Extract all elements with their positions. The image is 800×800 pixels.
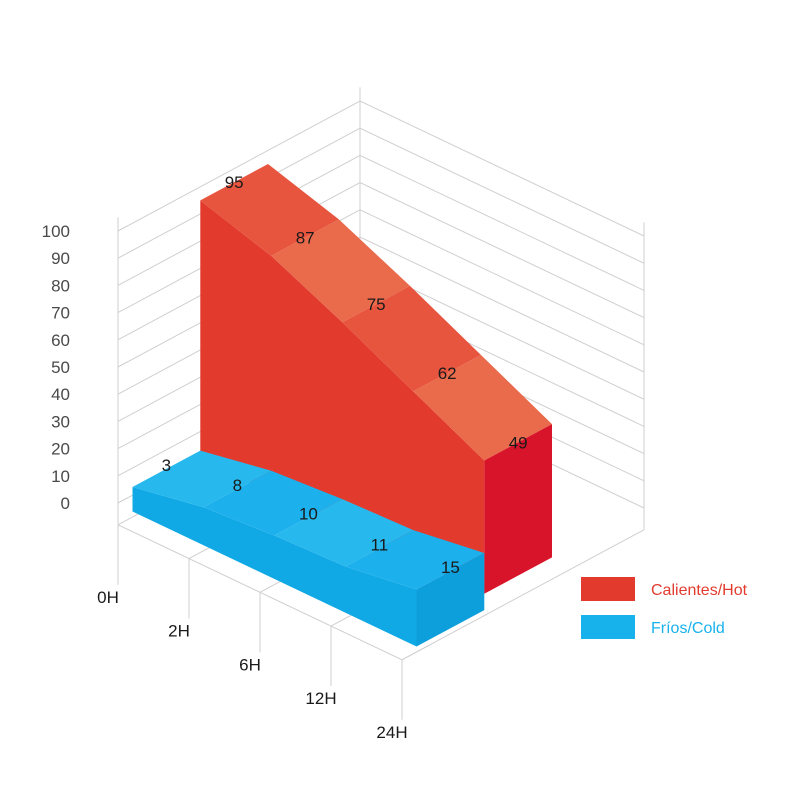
legend-label: Calientes/Hot: [651, 582, 748, 599]
hot-data-label: 62: [438, 364, 457, 383]
y-tick-label: 30: [51, 412, 70, 431]
hot-data-label: 95: [225, 173, 244, 192]
x-tick-label: 12H: [305, 689, 336, 708]
hot-data-label: 75: [367, 295, 386, 314]
hot-end-face: [484, 424, 552, 594]
hot-data-label: 87: [296, 229, 315, 248]
hot-top-face: [342, 285, 481, 392]
cold-top-face: [274, 499, 414, 567]
cold-end-face: [416, 553, 485, 647]
hot-top-face: [413, 355, 552, 461]
x-tick-label: 0H: [97, 588, 119, 607]
y-tick-label: 60: [51, 331, 70, 350]
hot-top-face: [200, 164, 339, 256]
hot-series: [200, 164, 552, 594]
hot-data-label: 49: [509, 433, 528, 452]
hot-top-face: [271, 219, 410, 323]
data-labels: 95 87 75 62 49 3 8 10 11 15: [162, 173, 528, 577]
cold-series: [132, 450, 485, 647]
y-tick-label: 50: [51, 358, 70, 377]
y-tick-label: 80: [51, 276, 70, 295]
cold-top-face: [132, 450, 272, 508]
y-tick-label: 70: [51, 304, 70, 323]
legend-swatch: [581, 577, 635, 601]
y-tick-label: 90: [51, 249, 70, 268]
cold-data-label: 3: [162, 456, 171, 475]
cold-data-label: 10: [299, 504, 318, 523]
y-tick-label: 20: [51, 440, 70, 459]
cold-data-label: 8: [233, 476, 242, 495]
cold-top-face: [345, 530, 485, 590]
x-tick-label: 2H: [168, 622, 190, 641]
x-tick-label: 24H: [376, 723, 407, 742]
x-tick-label: 6H: [239, 655, 261, 674]
y-tick-label: 0: [61, 494, 70, 513]
cold-front-face: [132, 487, 417, 647]
legend-swatch: [581, 615, 635, 639]
legend: Calientes/Hot Fríos/Cold: [581, 577, 748, 639]
floor-edge: [117, 524, 645, 661]
y-tick-label: 40: [51, 385, 70, 404]
cold-top-face: [203, 470, 343, 536]
cold-data-label: 15: [441, 558, 460, 577]
hot-front-face: [200, 200, 485, 594]
cold-data-label: 11: [371, 535, 389, 554]
x-axis-ticks: 0H 2H 6H 12H 24H: [97, 588, 407, 742]
y-tick-label: 100: [42, 222, 70, 241]
y-tick-label: 10: [51, 467, 70, 486]
legend-label: Fríos/Cold: [651, 620, 725, 637]
y-axis-ticks: 0 10 20 30 40 50 60 70 80 90 100: [42, 222, 70, 513]
